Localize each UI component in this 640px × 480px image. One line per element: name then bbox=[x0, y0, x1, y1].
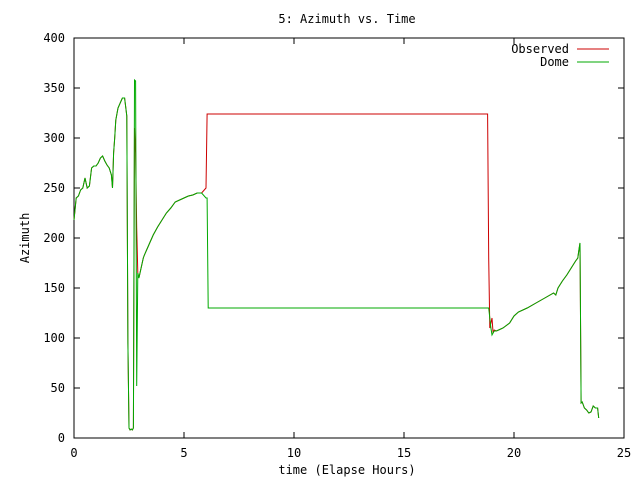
series-line-observed bbox=[73, 97, 600, 431]
y-axis-label: Azimuth bbox=[18, 213, 32, 264]
x-axis-label: time (Elapse Hours) bbox=[278, 463, 415, 477]
x-tick-label: 25 bbox=[617, 446, 631, 460]
y-tick-label: 200 bbox=[43, 231, 65, 245]
y-tick-label: 100 bbox=[43, 331, 65, 345]
y-tick-label: 150 bbox=[43, 281, 65, 295]
plot-frame bbox=[73, 37, 625, 439]
y-tick-label: 250 bbox=[43, 181, 65, 195]
x-tick-label: 20 bbox=[507, 446, 521, 460]
y-tick-label: 300 bbox=[43, 131, 65, 145]
legend-label: Observed bbox=[511, 42, 569, 56]
x-tick-label: 10 bbox=[287, 446, 301, 460]
chart-title: 5: Azimuth vs. Time bbox=[278, 12, 415, 26]
axis-ticks: 0 50 100 150 200 250 300 350 400 0 5 10 15 20 25 bbox=[43, 31, 631, 460]
x-tick-label: 5 bbox=[180, 446, 187, 460]
x-tick-label: 0 bbox=[70, 446, 77, 460]
y-tick-label: 0 bbox=[58, 431, 65, 445]
series-layer bbox=[73, 78, 600, 431]
legend-label: Dome bbox=[540, 55, 569, 69]
y-tick-label: 50 bbox=[51, 381, 65, 395]
series-line-dome bbox=[73, 78, 600, 431]
y-tick-label: 350 bbox=[43, 81, 65, 95]
y-tick-label: 400 bbox=[43, 31, 65, 45]
x-tick-label: 15 bbox=[397, 446, 411, 460]
